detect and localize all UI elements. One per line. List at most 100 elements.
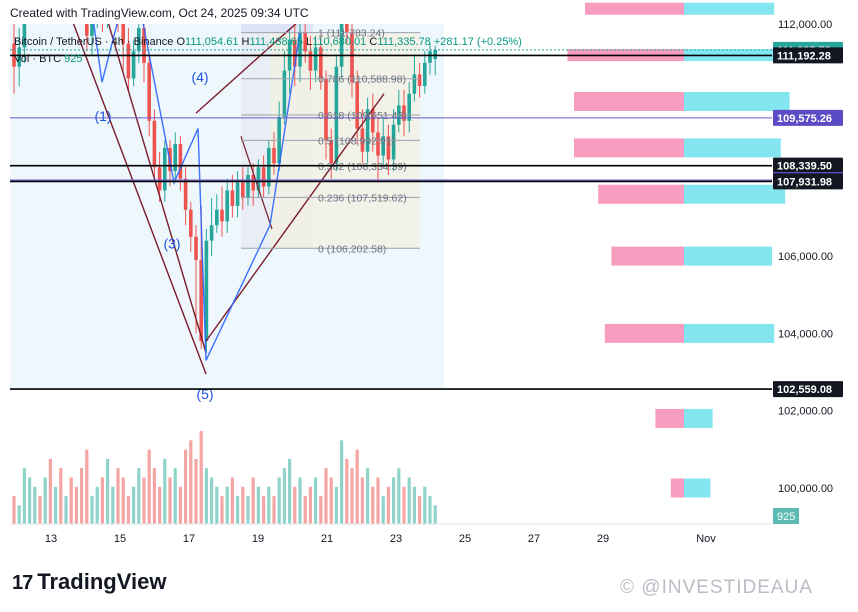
volume-bar [230,477,234,524]
candle-body [225,190,229,222]
volume-bar [28,477,32,524]
volume-bar [194,458,198,524]
volume-profile-bar-down [604,323,684,343]
x-axis-tick: 21 [321,533,333,545]
fib-extension-zone [241,24,313,33]
volume-bar [64,496,68,524]
volume-profile-bar-up [684,184,786,204]
volume-bar [246,496,250,524]
volume-bar [173,468,177,524]
volume-profile-bar-up [684,138,781,158]
volume-value: 925 [64,53,83,65]
price-level-badge [773,157,843,174]
candle-body [101,0,105,16]
volume-bar [241,486,245,524]
x-axis-tick: 23 [390,533,402,545]
candle-body [308,51,313,71]
candle-body [163,147,167,191]
candle-body [235,182,240,206]
candle-body [417,74,422,87]
change-value: +281.17 (+0.25%) [433,36,522,48]
candle-body [381,136,385,156]
candle-body [365,109,370,152]
volume-bar [303,496,307,524]
candle-body [183,178,188,210]
volume-badge [773,508,799,524]
candle-body [407,93,411,121]
candle-body [199,259,203,342]
rising-wedge-upper [195,24,297,114]
y-axis-tick: 106,000.00 [778,251,833,263]
volume-bar [106,458,110,524]
candle-body [339,24,344,67]
price-level-badge-text: 107,931.98 [777,176,832,188]
volume-bar [33,486,37,524]
volume-bar [350,468,354,524]
volume-bar [43,477,47,524]
volume-bar [17,505,21,524]
volume-bar [126,496,130,524]
volume-profile-bar-up [684,408,713,428]
candle-body [178,144,183,179]
volume-bar [100,477,104,524]
fib-level-label: 0.5 (108,992.91) [318,135,395,147]
volume-bar [236,496,240,524]
volume-profile-bar-down [611,246,684,266]
open-label: O [176,36,186,48]
volume-bar [189,440,193,524]
candle-body [215,209,219,226]
candle-body [391,124,396,160]
symbol-name[interactable]: Bitcoin / TetherUS · 4h · Binance [14,36,174,48]
candle-body [256,167,261,191]
candle-body [412,74,417,94]
candle-body [261,167,266,187]
price-chart[interactable]: (1)(2)(3)(4)(5)2.618 (120,812.75)1.618 (… [0,0,858,560]
tradingview-logo[interactable]: 17 TradingView [12,569,166,595]
price-level-badge [773,47,843,64]
candle-body [152,120,157,168]
y-axis-tick: 100,000.00 [778,483,833,495]
y-axis-tick: 102,000.00 [778,406,833,418]
volume-bar [355,449,359,524]
candle-body [267,147,271,187]
volume-bar [340,440,344,524]
candle-body [85,24,89,36]
volume-bar [282,468,286,524]
volume-bar [12,496,16,524]
candle-body [106,0,110,16]
candle-body [22,24,27,48]
falling-channel-lower [72,24,207,375]
rising-wedge-lower [205,93,385,342]
candle-body [220,209,224,222]
candle-body [319,47,323,79]
volume-profile-bar-up [684,323,775,343]
volume-profile-bar-up [684,92,790,111]
volume-badge-text: 925 [777,511,795,523]
candle-body [246,174,250,199]
volume-bar [366,468,370,524]
fib-level-label: 0.382 (108,334.39) [318,161,407,173]
close-value: 111,335.78 [377,36,431,48]
candle-body [428,51,432,63]
tradingview-logo-icon: 17 [12,572,33,594]
volume-bar [319,496,323,524]
volume-bar [267,486,271,524]
volume-bar [277,477,281,524]
price-level-badge [773,173,843,190]
volume-bar [324,468,328,524]
volume-bar [59,468,63,524]
y-axis-tick: 104,000.00 [778,328,833,340]
low-label: L [305,36,313,48]
candle-body [147,62,151,121]
symbol-legend: Bitcoin / TetherUS · 4h · Binance O111,0… [14,34,522,68]
candle-body [189,209,193,237]
candle-body [303,31,307,52]
candle-body [433,49,437,59]
volume-bar [85,449,89,524]
volume-bar [90,496,94,524]
low-value: 110,680.01 [312,36,367,48]
x-axis-tick: 25 [459,533,471,545]
candle-body [116,0,120,13]
volume-bar [184,449,188,524]
candle-body [209,225,214,241]
